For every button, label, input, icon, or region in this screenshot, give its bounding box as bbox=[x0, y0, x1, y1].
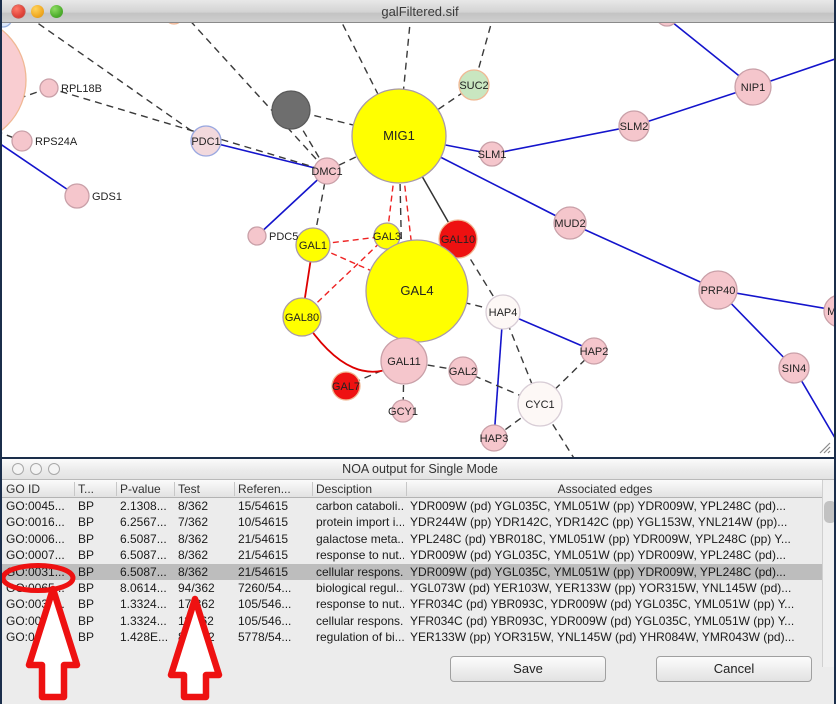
svg-text:SLM1: SLM1 bbox=[478, 149, 507, 161]
svg-text:GAL11: GAL11 bbox=[387, 356, 420, 368]
svg-text:SIN4: SIN4 bbox=[782, 363, 806, 375]
svg-text:SUC2: SUC2 bbox=[459, 80, 488, 92]
svg-text:CYC1: CYC1 bbox=[525, 399, 554, 411]
svg-text:NIP1: NIP1 bbox=[741, 82, 765, 94]
svg-text:GAL2: GAL2 bbox=[449, 366, 477, 378]
svg-text:HAP4: HAP4 bbox=[489, 307, 518, 319]
svg-text:GAL80: GAL80 bbox=[285, 312, 319, 324]
svg-text:GAL4: GAL4 bbox=[400, 283, 433, 298]
svg-text:MIG1: MIG1 bbox=[383, 128, 415, 143]
svg-text:SLM2: SLM2 bbox=[620, 121, 649, 133]
svg-text:DMC1: DMC1 bbox=[311, 166, 342, 178]
svg-text:RPS24A: RPS24A bbox=[35, 136, 78, 148]
svg-text:GAL10: GAL10 bbox=[441, 234, 475, 246]
svg-text:PRP40: PRP40 bbox=[701, 285, 736, 297]
svg-text:GAL3: GAL3 bbox=[373, 231, 401, 243]
svg-text:HAP3: HAP3 bbox=[480, 433, 509, 445]
svg-text:PDC5: PDC5 bbox=[269, 231, 298, 243]
svg-text:MUD2: MUD2 bbox=[554, 218, 585, 230]
svg-text:PDC1: PDC1 bbox=[191, 136, 220, 148]
svg-text:HAP2: HAP2 bbox=[580, 346, 609, 358]
svg-text:GDS1: GDS1 bbox=[92, 191, 122, 203]
svg-text:GAL1: GAL1 bbox=[299, 240, 327, 252]
svg-text:GAL7: GAL7 bbox=[332, 381, 360, 393]
svg-text:GCY1: GCY1 bbox=[388, 406, 418, 418]
svg-text:MSI1: MSI1 bbox=[827, 306, 836, 318]
svg-text:RPL18B: RPL18B bbox=[61, 83, 102, 95]
